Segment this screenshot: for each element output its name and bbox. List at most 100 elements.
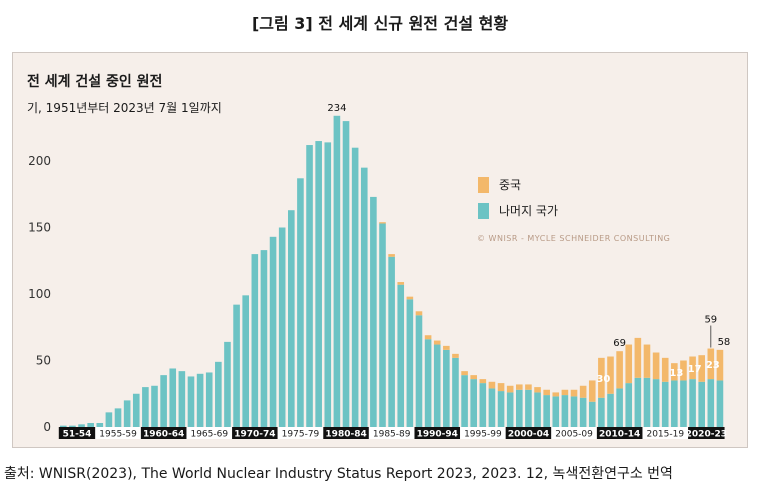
bar-china-2003 xyxy=(534,387,541,393)
bar-others-1998 xyxy=(488,388,496,427)
bar-china-1997 xyxy=(479,379,487,384)
bar-others-2013 xyxy=(625,383,633,427)
bar-others-2003 xyxy=(534,392,541,427)
bar-china-2016 xyxy=(652,352,660,380)
bar-others-2021 xyxy=(698,381,705,427)
bar-others-1954 xyxy=(87,423,94,427)
y-tick-label: 0 xyxy=(43,420,51,434)
period-label: 1960-64 xyxy=(143,430,184,440)
bar-others-1957 xyxy=(114,408,122,427)
period-band xyxy=(186,427,233,439)
bar-china-1987 xyxy=(388,254,395,257)
bar-others-1960 xyxy=(142,387,149,427)
figure-title: [그림 3] 전 세계 신규 원전 건설 현황 xyxy=(251,14,509,33)
bar-others-1964 xyxy=(178,371,186,427)
bar-others-1972 xyxy=(251,254,259,427)
period-band xyxy=(368,427,415,439)
period-band xyxy=(460,427,506,439)
bar-others-1992 xyxy=(433,344,441,427)
bar-others-1987 xyxy=(388,256,395,427)
bar-china-2007 xyxy=(570,389,578,397)
bar-others-1963 xyxy=(169,368,177,427)
period-band xyxy=(688,427,725,439)
bar-others-1983 xyxy=(351,147,359,427)
bar-others-1968 xyxy=(215,361,222,427)
bar-others-1986 xyxy=(379,223,386,427)
bar-others-1969 xyxy=(224,341,231,427)
period-label: 1975-79 xyxy=(282,430,320,440)
bar-china-2000 xyxy=(506,385,514,393)
bar-china-2015 xyxy=(643,344,651,378)
bar-china-2017 xyxy=(661,357,669,382)
period-label: 2015-19 xyxy=(646,430,684,440)
bar-others-1970 xyxy=(233,304,240,427)
y-tick-label: 150 xyxy=(28,221,51,235)
y-tick-label: 50 xyxy=(36,354,51,368)
bar-china-2005 xyxy=(552,392,560,397)
legend-label-others: 나머지 국가 xyxy=(499,204,558,218)
bar-others-1958 xyxy=(123,400,131,427)
watermark-text: © WNISR - MYCLE SCHNEIDER CONSULTING xyxy=(477,234,670,243)
bar-china-1996 xyxy=(470,375,477,380)
period-label: 1980-84 xyxy=(325,430,366,440)
bar-others-2006 xyxy=(561,395,569,427)
period-label: 1965-69 xyxy=(190,430,228,440)
bar-china-2010 xyxy=(598,357,605,398)
chart-panel: 전 세계 건설 중인 원전 기, 1951년부터 2023년 7월 1일까지 0… xyxy=(12,52,748,448)
bar-others-1953 xyxy=(78,424,85,427)
period-band xyxy=(277,427,324,439)
bar-others-2011 xyxy=(607,393,614,427)
bar-others-2000 xyxy=(506,392,514,427)
bar-others-1985 xyxy=(370,196,377,427)
bar-others-1988 xyxy=(397,284,405,427)
bar-china-2004 xyxy=(543,389,550,396)
period-label: 2010-14 xyxy=(599,430,640,440)
bar-others-1990 xyxy=(415,315,423,427)
bar-others-1967 xyxy=(205,372,213,427)
bar-china-2011 xyxy=(607,356,614,394)
bar-china-2018 xyxy=(671,363,678,381)
bar-chart: 0 50 100 150 200 51-54 1955-59 1960-64 1965-69 19… xyxy=(28,103,730,440)
bar-others-1996 xyxy=(470,379,477,427)
bar-others-1971 xyxy=(242,295,249,427)
bar-others-1955 xyxy=(96,423,104,427)
bar-others-1962 xyxy=(160,375,167,427)
bar-china-1994 xyxy=(452,353,459,358)
period-band xyxy=(551,427,597,439)
period-band xyxy=(58,427,96,439)
y-tick-label: 200 xyxy=(28,154,51,168)
bar-others-2005 xyxy=(552,396,560,427)
period-band xyxy=(642,427,689,439)
bar-others-1966 xyxy=(196,373,204,427)
bar-others-2018 xyxy=(671,380,678,427)
period-label: 2005-09 xyxy=(555,430,593,440)
bar-china-1990 xyxy=(415,311,423,316)
china-label-2020: 17 xyxy=(688,364,702,375)
bar-china-2013 xyxy=(625,344,633,384)
china-label-2022: 23 xyxy=(706,360,720,371)
bar-others-2008 xyxy=(579,397,587,427)
bar-others-1952 xyxy=(69,425,76,427)
bar-china-1995 xyxy=(461,371,468,376)
bar-china-2020 xyxy=(689,356,696,380)
bar-others-1977 xyxy=(297,178,304,427)
bar-others-2012 xyxy=(616,388,623,427)
bar-others-1959 xyxy=(132,393,140,427)
bar-others-1997 xyxy=(479,383,487,427)
bar-others-1991 xyxy=(424,339,432,427)
bar-others-1993 xyxy=(443,349,450,427)
bar-others-1956 xyxy=(105,412,113,427)
period-label: 1995-99 xyxy=(464,430,502,440)
bar-others-2007 xyxy=(570,396,578,427)
legend-label-china: 중국 xyxy=(499,178,521,192)
bar-others-1978 xyxy=(306,145,313,427)
bar-china-2012 xyxy=(616,351,623,389)
bar-others-1994 xyxy=(452,357,459,427)
bar-others-2014 xyxy=(634,377,642,427)
y-tick-label: 100 xyxy=(28,287,51,301)
period-band xyxy=(95,427,141,439)
bar-others-1984 xyxy=(360,167,368,427)
bar-others-1980 xyxy=(324,142,332,427)
source-note: 출처: WNISR(2023), The World Nuclear Indus… xyxy=(4,466,673,482)
bar-others-1976 xyxy=(288,210,295,427)
